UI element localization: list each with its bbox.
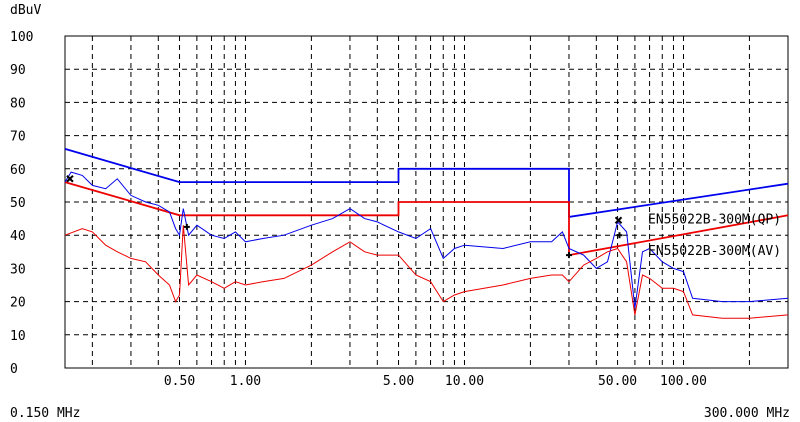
x-tick-label: 1.00 (230, 374, 261, 389)
data-series (64, 171, 789, 319)
y-tick-label: 80 (10, 96, 26, 111)
y-tick-label: 0 (10, 362, 18, 377)
y-tick-label: 60 (10, 163, 26, 178)
marker (183, 223, 190, 230)
y-tick-label: 10 (10, 329, 26, 344)
trace-line (64, 171, 789, 309)
marker (66, 175, 74, 183)
y-tick-label: 50 (10, 196, 26, 211)
x-range-end: 300.000 MHz (704, 406, 790, 421)
marker-stroke (66, 175, 74, 183)
y-tick-label: 20 (10, 296, 26, 311)
y-axis-label: dBuV (10, 3, 41, 18)
y-tick-label: 30 (10, 262, 26, 277)
y-tick-label: 40 (10, 229, 26, 244)
y-tick-labels: 0 10 20 30 40 50 60 70 80 90 100 (10, 30, 33, 377)
marker (565, 252, 572, 259)
marker (616, 232, 623, 239)
x-tick-label: 0.50 (164, 374, 195, 389)
limit-label: EN55022B-300M(QP) (648, 213, 781, 228)
y-tick-label: 100 (10, 30, 33, 45)
limit-line (64, 148, 789, 218)
limit-labels: EN55022B-300M(QP) EN55022B-300M(AV) (648, 213, 781, 260)
trace-line (64, 225, 789, 319)
x-range-start: 0.150 MHz (10, 406, 80, 421)
x-tick-label: 10.00 (445, 374, 484, 389)
x-tick-label: 5.00 (383, 374, 414, 389)
peak-markers (66, 175, 623, 259)
y-tick-label: 90 (10, 63, 26, 78)
x-tick-labels: 0.50 1.00 5.00 10.00 50.00 100.00 (164, 374, 707, 389)
x-tick-label: 100.00 (660, 374, 707, 389)
y-tick-label: 70 (10, 130, 26, 145)
marker-stroke (614, 216, 623, 224)
limit-label: EN55022B-300M(AV) (648, 244, 781, 259)
marker (614, 216, 623, 224)
x-tick-label: 50.00 (598, 374, 637, 389)
